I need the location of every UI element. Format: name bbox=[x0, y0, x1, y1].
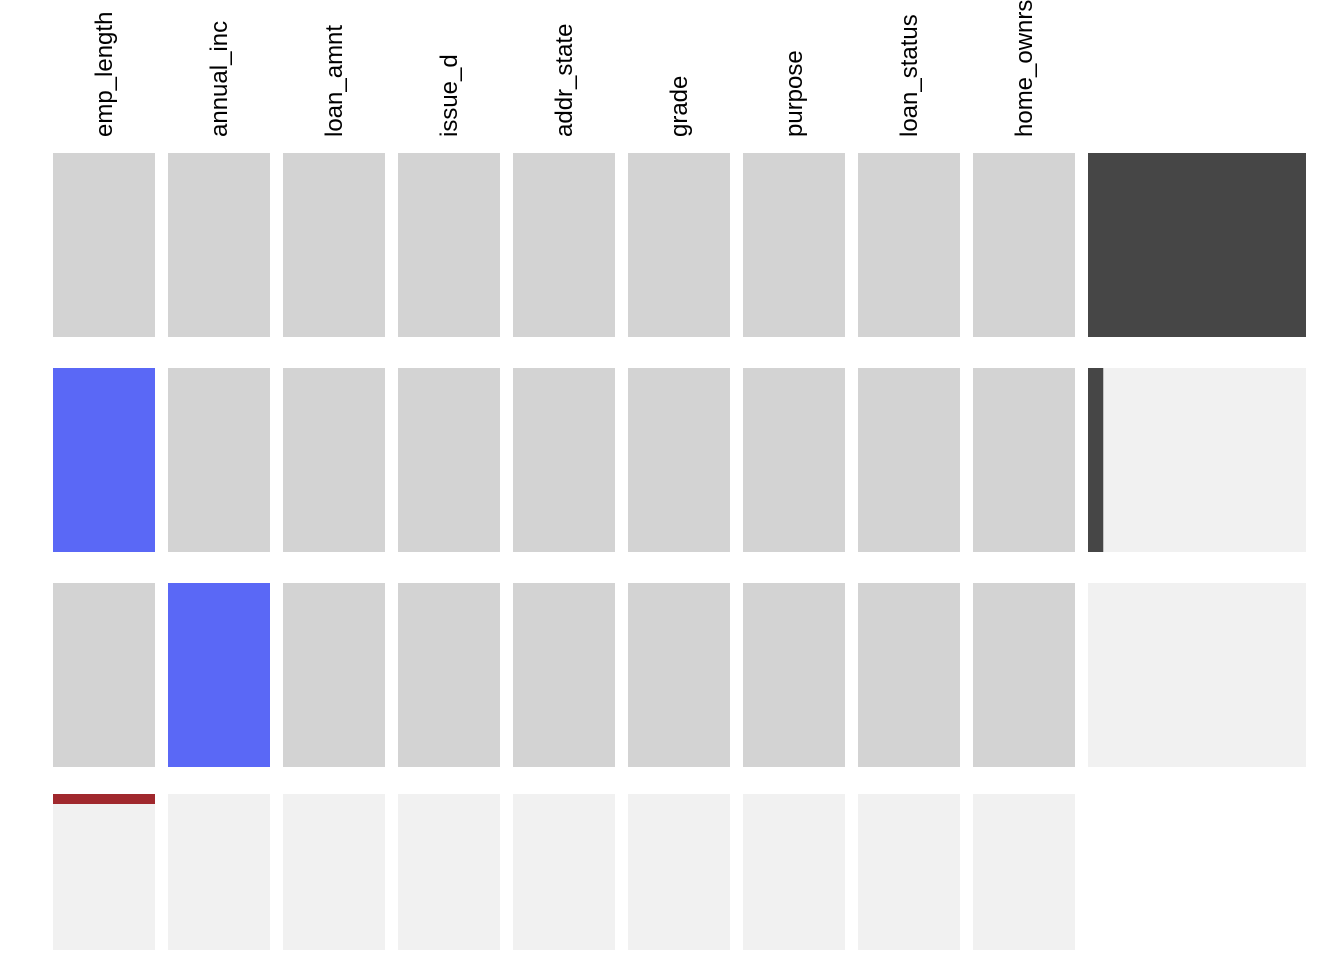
pattern-frequency-bars bbox=[1088, 153, 1306, 767]
pattern-cell-observed bbox=[283, 583, 385, 767]
pattern-cell-observed bbox=[168, 368, 270, 552]
column-summary-track bbox=[743, 794, 845, 950]
column-labels: emp_length annual_inc loan_amnt issue_d addr… bbox=[91, 0, 1038, 137]
pattern-bar bbox=[1088, 368, 1104, 552]
column-summary-track bbox=[973, 794, 1075, 950]
column-label-loan_status: loan_status bbox=[896, 14, 923, 137]
pattern-cell-missing bbox=[53, 368, 155, 552]
pattern-cell-missing bbox=[168, 583, 270, 767]
pattern-bar-track bbox=[1088, 583, 1306, 767]
column-label-issue_d: issue_d bbox=[436, 54, 463, 137]
column-label-loan_amnt: loan_amnt bbox=[321, 25, 348, 137]
pattern-cell-observed bbox=[398, 368, 500, 552]
pattern-cell-observed bbox=[743, 583, 845, 767]
column-label-purpose: purpose bbox=[781, 50, 808, 137]
pattern-cell-observed bbox=[858, 368, 960, 552]
column-label-annual_inc: annual_inc bbox=[206, 21, 233, 137]
column-label-addr_state: addr_state bbox=[551, 24, 578, 137]
pattern-matrix bbox=[53, 153, 1075, 767]
pattern-cell-observed bbox=[743, 368, 845, 552]
column-label-home_ownrs: home_ownrs bbox=[1011, 0, 1038, 137]
pattern-cell-observed bbox=[513, 583, 615, 767]
column-summary-track bbox=[168, 794, 270, 950]
pattern-cell-observed bbox=[743, 153, 845, 337]
column-summary-track bbox=[858, 794, 960, 950]
pattern-cell-observed bbox=[283, 153, 385, 337]
column-label-emp_length: emp_length bbox=[91, 12, 118, 137]
column-label-grade: grade bbox=[666, 76, 693, 137]
pattern-cell-observed bbox=[398, 583, 500, 767]
pattern-cell-observed bbox=[973, 368, 1075, 552]
column-summary-track bbox=[283, 794, 385, 950]
pattern-bar bbox=[1088, 153, 1306, 337]
pattern-cell-observed bbox=[858, 153, 960, 337]
pattern-cell-observed bbox=[858, 583, 960, 767]
pattern-cell-observed bbox=[973, 583, 1075, 767]
column-summary-bars bbox=[53, 794, 1075, 950]
column-summary-track bbox=[628, 794, 730, 950]
column-summary-bar bbox=[53, 794, 155, 804]
pattern-cell-observed bbox=[53, 153, 155, 337]
column-summary-track bbox=[398, 794, 500, 950]
pattern-cell-observed bbox=[53, 583, 155, 767]
pattern-cell-observed bbox=[628, 583, 730, 767]
pattern-cell-observed bbox=[513, 153, 615, 337]
column-summary-track bbox=[513, 794, 615, 950]
pattern-cell-observed bbox=[973, 153, 1075, 337]
pattern-cell-observed bbox=[168, 153, 270, 337]
pattern-bar-track bbox=[1088, 368, 1306, 552]
pattern-cell-observed bbox=[628, 368, 730, 552]
column-summary-track bbox=[53, 794, 155, 950]
pattern-cell-observed bbox=[628, 153, 730, 337]
pattern-cell-observed bbox=[398, 153, 500, 337]
pattern-cell-observed bbox=[283, 368, 385, 552]
pattern-cell-observed bbox=[513, 368, 615, 552]
